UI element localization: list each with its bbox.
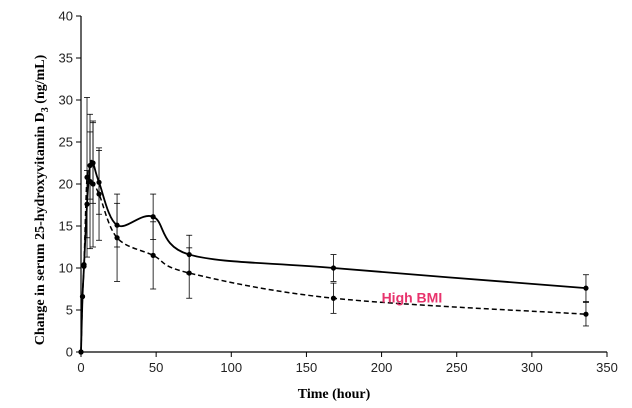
x-tick-label: 100 [220, 360, 242, 375]
axes: 0 50 100 150 200 250 300 350 0 5 10 15 20 25 30 35 40 [59, 9, 618, 376]
x-tick-label: 200 [371, 360, 393, 375]
x-tick-label: 250 [446, 360, 468, 375]
high-bmi-annotation: High BMI [382, 289, 443, 305]
data-point [583, 285, 589, 291]
data-point [81, 262, 87, 268]
series-layer [78, 97, 589, 355]
y-tick-label: 10 [59, 261, 73, 276]
y-tick-label: 15 [59, 219, 73, 234]
x-tick-label: 50 [149, 360, 163, 375]
series-solid [78, 122, 589, 355]
data-point [150, 214, 156, 220]
data-point [583, 311, 589, 317]
y-axis-title-tail: (ng/mL) [33, 54, 48, 107]
data-point [150, 252, 156, 258]
data-point [79, 293, 86, 300]
x-tick-label: 0 [77, 360, 84, 375]
series-dashed [78, 97, 589, 355]
data-point [78, 349, 84, 355]
y-tick-label: 40 [59, 9, 73, 24]
x-axis-title: Time (hour) [298, 387, 371, 402]
x-tick-label: 350 [596, 360, 618, 375]
y-axis-title-main: Change in serum 25-hydroxyvitamin D [33, 112, 48, 345]
y-tick-label: 0 [66, 345, 73, 360]
data-point [330, 265, 337, 271]
y-tick-label: 5 [66, 303, 73, 318]
y-axis-title: Change in serum 25-hydroxyvitamin D3 (ng… [33, 54, 51, 345]
y-tick-label: 30 [59, 93, 73, 108]
y-axis-title-subscript: 3 [40, 107, 51, 112]
y-tick-label: 25 [59, 135, 73, 150]
data-point [90, 181, 96, 187]
data-point [84, 174, 90, 180]
x-tick-label: 150 [296, 360, 318, 375]
y-tick-label: 20 [59, 177, 73, 192]
data-point [330, 295, 337, 301]
data-point [186, 270, 192, 276]
y-tick-label: 35 [59, 51, 73, 66]
x-tick-label: 300 [521, 360, 543, 375]
data-point [114, 235, 120, 241]
data-point [96, 191, 102, 197]
